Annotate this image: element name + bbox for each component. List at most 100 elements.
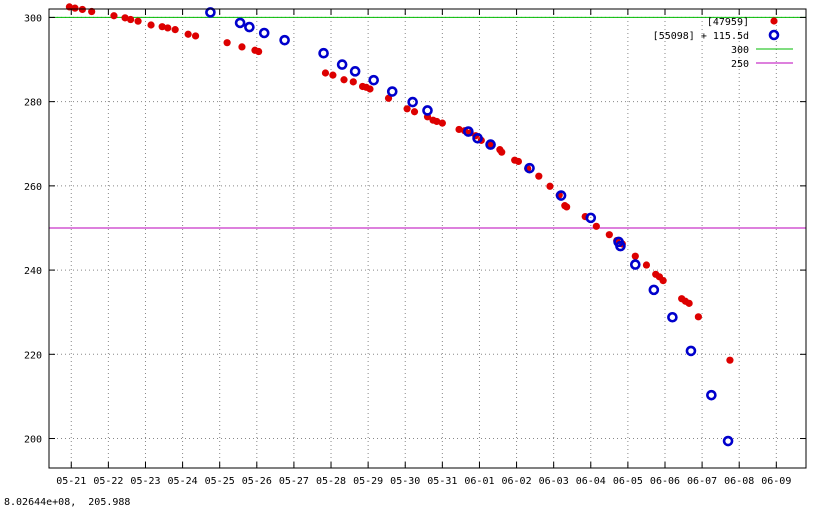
data-point [555,190,567,201]
data-point [726,356,734,364]
data-point [563,203,571,211]
x-tick-label: 06-06 [650,476,680,487]
data-point [433,117,441,126]
y-tick-label: 220 [24,350,42,361]
data-point [407,96,418,108]
data-point [667,311,678,323]
data-point [88,7,96,16]
data-point [318,47,329,59]
data-point [321,69,330,77]
legend-marker [770,17,778,25]
data-point [234,17,246,29]
legend-label: 250 [731,59,749,70]
y-tick-label: 280 [24,98,42,109]
data-point [463,126,474,137]
x-tick-label: 05-30 [390,476,420,487]
x-tick-label: 05-29 [353,476,383,487]
data-point [158,23,166,31]
data-point [535,172,543,180]
reference-lines [49,16,806,229]
series-47959 [65,3,734,364]
x-tick-label: 05-24 [168,476,198,487]
data-point [164,24,172,32]
x-tick-label: 05-31 [427,476,457,487]
data-point [223,39,231,47]
data-point [498,148,506,156]
x-tick-label: 06-03 [539,476,569,487]
data-point [349,66,361,77]
x-tick-label: 06-05 [613,476,643,487]
x-tick-label: 06-04 [576,476,606,487]
data-point [127,15,135,24]
data-point [121,14,129,22]
legend-label: [55098] + 115.5d [653,31,749,42]
data-point [546,182,554,190]
data-point [171,26,179,34]
data-point [403,105,411,113]
data-point [258,27,270,39]
data-point [642,261,651,269]
x-tick-label: 05-25 [205,476,235,487]
axis-ticks [49,9,806,468]
series-55098 [205,7,734,447]
data-point [648,284,660,296]
data-point [340,76,348,84]
data-point [685,345,697,357]
data-point [255,47,263,56]
data-point [659,277,667,285]
x-tick-label: 05-21 [56,476,86,487]
data-point [71,4,79,12]
data-point [605,231,613,239]
legend-marker [768,29,780,41]
data-point [147,21,155,29]
x-tick-label: 06-09 [761,476,791,487]
data-point [366,85,374,93]
data-point [455,125,463,134]
data-point [615,240,626,252]
data-point [191,32,200,40]
legend-label: [47959] [707,17,749,28]
y-tick-label: 260 [24,182,42,193]
x-tick-label: 06-01 [464,476,494,487]
data-point [438,119,446,127]
data-point [706,389,717,401]
grid-lines [49,9,806,468]
data-point [585,212,597,224]
data-point [368,74,379,86]
data-point [422,105,433,116]
data-point [722,435,734,447]
data-point [336,59,348,70]
data-point [238,43,246,51]
coordinate-readout: 8.02644e+08, 205.988 [4,497,131,508]
data-point [410,108,419,116]
y-tick-labels: 200 220 240 260 280 300 [24,13,42,445]
data-point [244,21,255,33]
data-point [134,17,142,25]
legend-label: 300 [731,45,749,56]
data-point [694,313,702,321]
legend: [47959] [55098] + 115.5d 300 250 [653,17,793,70]
data-point [592,222,600,230]
y-tick-label: 200 [24,435,42,446]
plot-frame [48,8,807,469]
x-tick-label: 06-08 [724,476,754,487]
data-point [205,7,216,18]
y-tick-label: 240 [24,266,42,277]
data-point [349,78,357,86]
data-point [485,139,496,150]
data-point [329,71,337,79]
data-point [472,132,483,144]
data-point [685,299,693,307]
data-point [524,162,535,174]
x-tick-label: 06-02 [502,476,532,487]
x-tick-label: 05-27 [279,476,309,487]
data-point [631,252,639,260]
data-point [110,12,118,20]
x-tick-label: 06-07 [687,476,717,487]
x-tick-label: 05-22 [93,476,123,487]
x-tick-label: 05-28 [316,476,346,487]
x-tick-label: 05-26 [242,476,272,487]
data-point [184,30,192,38]
data-point [386,86,398,97]
